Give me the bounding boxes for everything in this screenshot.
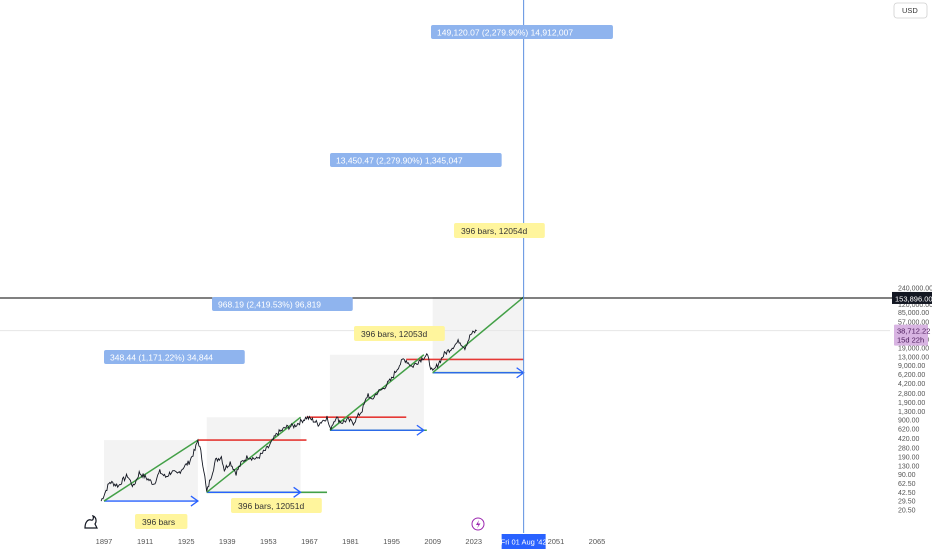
x-tick-label-2: 1911 [137,537,153,546]
flash-event-bolt [476,520,481,529]
bars-label-4: 396 bars, 12054d [461,226,527,236]
x-tick-label-8: 1995 [383,537,400,546]
bars-label-3: 396 bars, 12053d [361,329,427,339]
y-tick-label-5: 57,000.00 [898,319,929,326]
trend-line-1 [103,439,199,502]
measure-label-box-4 [431,25,613,39]
x-tick-label-9: 2009 [424,537,441,546]
y-tick-label-4: 85,000.00 [898,310,929,317]
y-tick-label-1: 240,000.00 [898,285,932,292]
last-price-value: 38,712.22 [897,327,930,336]
y-tick-label-9: 9,000.00 [898,363,925,370]
x-tick-label-10: 2023 [465,537,482,546]
y-tick-label-14: 1,300.00 [898,409,925,416]
measure-label-1: 348.44 (1,171.22%) 34,844 [110,353,213,363]
y-tick-label-17: 420.00 [898,436,920,443]
x-tick-label-5: 1953 [260,537,277,546]
y-tick-label-12: 2,800.00 [898,391,925,398]
bars-label-2: 396 bars, 12051d [238,501,304,511]
x-tick-label-6: 1967 [301,537,318,546]
flash-event-icon [471,517,485,531]
measure-label-box-3 [330,153,502,167]
y-tick-label-23: 42.50 [898,490,916,497]
bars-label-box-2 [231,498,322,513]
y-tick-label-11: 4,200.00 [898,381,925,388]
trend-line-3 [329,354,425,431]
x-tick-label-4: 1939 [219,537,236,546]
measure-label-box-1 [104,350,245,364]
last-price-countdown: 15d 22h [897,336,924,345]
y-tick-label-16: 620.00 [898,427,920,434]
bars-label-box-4 [454,223,545,238]
projection-arrow-1 [190,495,200,507]
bars-label-box-1 [135,514,188,529]
measure-label-3: 13,450.47 (2,279.90%) 1,345,047 [336,156,463,166]
trend-line-2 [206,416,302,493]
bars-label-box-3 [354,326,445,341]
x-tick-label-12: 2051 [548,537,565,546]
y-tick-label-25: 20.50 [898,507,916,514]
currency-button [893,2,928,19]
bars-label-1: 396 bars [142,517,175,527]
y-tick-label-22: 62.50 [898,481,916,488]
last-price-badge [894,324,928,346]
y-tick-label-20: 130.00 [898,464,920,471]
crosshair-date-label: Fri 01 Aug '42 [501,538,547,547]
currency-label: USD [902,6,918,15]
trend-line-4 [432,296,525,374]
x-tick-label-13: 2065 [589,537,606,546]
crosshair-price-label: 153,896.00 [895,294,932,303]
y-tick-label-24: 29.50 [898,499,916,506]
measure-label-box-2 [212,297,353,311]
projection-arrow-2 [293,486,302,498]
x-tick-label-7: 1981 [342,537,359,546]
y-tick-label-10: 6,200.00 [898,372,925,379]
measure-label-4: 149,120.07 (2,279.90%) 14,912,007 [437,28,573,38]
projection-arrow-3 [416,424,425,436]
y-tick-label-15: 900.00 [898,418,920,425]
x-tick-label-1: 1897 [96,537,113,546]
price-series-line [100,329,477,502]
x-tick-label-3: 1925 [178,537,195,546]
y-tick-label-13: 1,900.00 [898,400,925,407]
y-tick-label-18: 280.00 [898,445,920,452]
logo-shape [84,514,98,529]
y-tick-label-3: 120,000.00 [898,302,932,309]
crosshair-price-badge [892,291,932,304]
tradingview-logo-icon [84,514,98,529]
y-tick-label-19: 190.00 [898,455,920,462]
y-tick-label-7: 19,000.00 [898,346,929,353]
crosshair-date-badge [501,534,546,549]
y-tick-label-8: 13,000.00 [898,354,929,361]
measure-label-2: 968.19 (2,419.53%) 96,819 [218,300,321,310]
y-tick-label-21: 90.00 [898,472,916,479]
